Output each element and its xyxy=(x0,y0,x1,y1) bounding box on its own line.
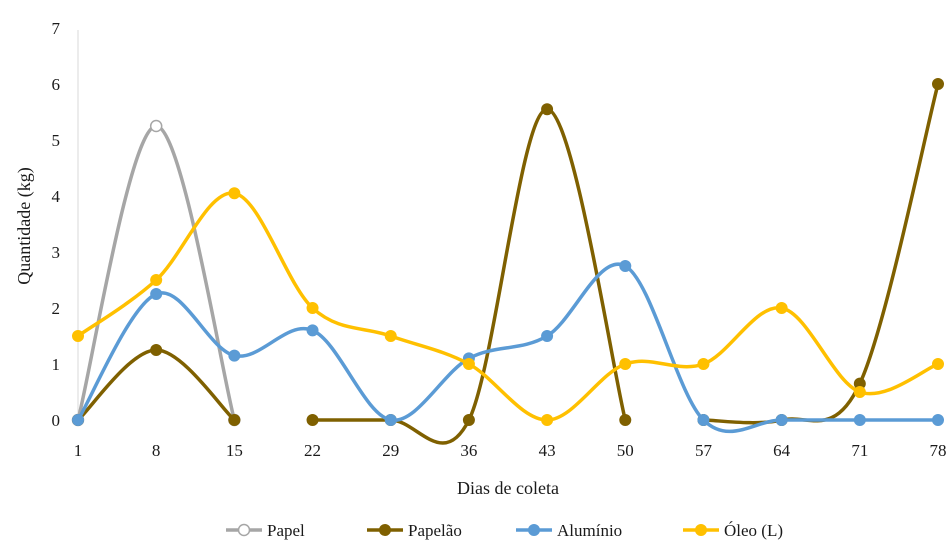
data-point xyxy=(697,358,710,370)
legend-marker xyxy=(237,523,251,537)
data-point xyxy=(306,324,319,337)
legend-label: Alumínio xyxy=(557,521,622,540)
x-tick-label: 64 xyxy=(773,441,791,460)
y-tick-label: 3 xyxy=(52,243,61,262)
x-tick-label: 22 xyxy=(304,441,321,460)
x-tick-label: 15 xyxy=(226,441,243,460)
x-tick-label: 8 xyxy=(152,441,161,460)
series-Óleo (L) xyxy=(72,187,944,426)
x-tick-label: 43 xyxy=(539,441,556,460)
x-tick-label: 29 xyxy=(382,441,399,460)
y-tick-label: 5 xyxy=(52,131,61,150)
data-point xyxy=(775,414,788,426)
data-point xyxy=(697,414,710,426)
data-point xyxy=(932,358,944,370)
legend-label: Papel xyxy=(267,521,305,540)
series-line xyxy=(76,348,237,422)
data-point xyxy=(228,349,241,362)
legend-marker xyxy=(528,524,540,536)
x-axis-title: Dias de coleta xyxy=(457,478,559,498)
x-tick-label: 1 xyxy=(74,441,83,460)
x-tick-label: 36 xyxy=(460,441,477,460)
series-layer xyxy=(71,78,944,445)
data-point xyxy=(149,119,163,133)
data-point xyxy=(228,187,241,200)
legend-marker xyxy=(695,524,707,536)
legend-item: Papelão xyxy=(367,521,462,540)
y-tick-label: 7 xyxy=(52,19,61,38)
x-tick-label: 50 xyxy=(617,441,634,460)
legend-item: Papel xyxy=(226,521,305,540)
series-line xyxy=(310,107,628,445)
series-line xyxy=(701,82,940,425)
data-point xyxy=(306,414,319,426)
y-tick-label: 2 xyxy=(52,299,61,318)
x-tick-label: 78 xyxy=(930,441,947,460)
data-point xyxy=(72,330,84,342)
data-point xyxy=(462,414,475,426)
data-point xyxy=(384,330,397,342)
series-line xyxy=(76,191,940,422)
data-point xyxy=(541,103,554,116)
series-Alumínio xyxy=(72,260,944,434)
legend-marker xyxy=(379,524,391,536)
data-point xyxy=(306,302,319,314)
data-point xyxy=(853,386,866,398)
y-tick-label: 1 xyxy=(52,355,61,374)
data-point xyxy=(619,358,632,370)
data-point xyxy=(384,414,397,426)
data-point xyxy=(932,78,944,90)
legend-label: Papelão xyxy=(408,521,462,540)
y-tick-labels: 0 1 2 3 4 5 6 7 xyxy=(52,19,61,430)
x-tick-label: 71 xyxy=(851,441,868,460)
data-point xyxy=(932,414,944,426)
data-point xyxy=(541,330,554,342)
data-point xyxy=(541,414,554,426)
data-point xyxy=(775,302,788,314)
data-point xyxy=(72,414,84,426)
y-tick-label: 6 xyxy=(52,75,61,94)
y-tick-label: 4 xyxy=(52,187,61,206)
data-point xyxy=(150,288,163,300)
data-point xyxy=(150,274,163,286)
y-axis-title: Quantidade (kg) xyxy=(14,167,35,284)
legend-item: Óleo (L) xyxy=(683,521,783,540)
x-tick-labels: 1 8 15 22 29 36 43 50 57 64 71 78 xyxy=(74,441,947,460)
data-point xyxy=(619,414,632,426)
legend-item: Alumínio xyxy=(516,521,622,540)
data-point xyxy=(462,358,475,370)
data-point xyxy=(619,260,632,272)
series-line xyxy=(76,262,940,434)
data-point xyxy=(853,414,866,426)
legend: Papel Papelão Alumínio Óleo (L) xyxy=(226,521,783,540)
x-tick-label: 57 xyxy=(695,441,713,460)
data-point xyxy=(228,414,241,426)
legend-label: Óleo (L) xyxy=(724,521,783,540)
y-tick-label: 0 xyxy=(52,411,61,430)
data-point xyxy=(150,344,163,356)
